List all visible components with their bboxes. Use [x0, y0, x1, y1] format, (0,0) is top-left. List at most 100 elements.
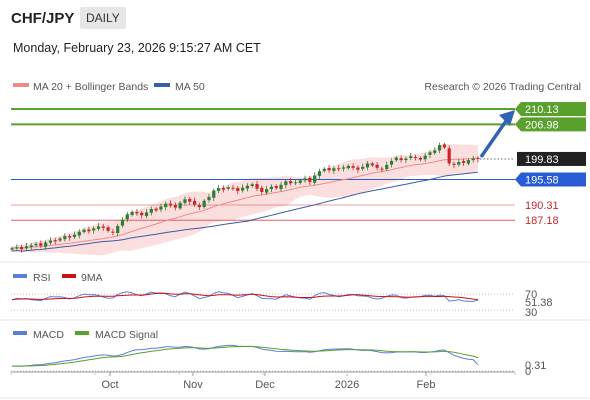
candle-body	[476, 158, 480, 160]
legend-label-rsi-ma: 9MA	[81, 272, 103, 284]
candle-body	[298, 180, 302, 183]
macd-signal-line	[12, 346, 479, 367]
candle-body	[245, 185, 250, 189]
candle-body	[274, 186, 278, 189]
ma50-line	[11, 171, 479, 252]
candle-body	[53, 240, 57, 242]
candle-body	[365, 163, 370, 168]
candle-body	[202, 200, 206, 208]
candle-body	[231, 187, 235, 189]
candle-body	[72, 234, 77, 237]
bollinger-bands	[12, 143, 478, 256]
candle-body	[452, 163, 456, 165]
candle-body	[461, 161, 466, 163]
level-label-support_red: 187.18	[525, 215, 559, 227]
candle-body	[322, 168, 326, 171]
forecast-arrow-head	[499, 110, 515, 127]
candle-body	[442, 144, 446, 148]
level-label-support_blue: 195.58	[525, 175, 559, 187]
symbol-title: CHF/JPY	[11, 10, 75, 27]
candle-body	[260, 187, 264, 193]
candle-body	[313, 175, 317, 183]
candle-body	[168, 203, 173, 206]
candle-body	[77, 231, 81, 236]
candle-body	[308, 177, 312, 182]
rsi-ma-line	[11, 292, 479, 301]
legend-swatch-ma50	[154, 83, 170, 87]
candle-body	[192, 200, 197, 205]
candle-body	[87, 229, 91, 232]
candle-body	[466, 160, 470, 164]
candle-body	[418, 157, 422, 160]
candle-body	[394, 157, 398, 161]
candle-body	[356, 167, 360, 170]
candle-body	[221, 187, 225, 190]
level-tag-resistance	[515, 117, 586, 132]
candle-body	[34, 243, 38, 246]
x-tick-label: Dec	[255, 379, 275, 391]
candle-body	[279, 184, 283, 190]
candle-body	[428, 152, 432, 155]
candle-body	[216, 188, 221, 191]
candle-body	[106, 227, 110, 231]
candle-body	[385, 164, 389, 170]
candle-body	[351, 166, 355, 168]
candle-body	[101, 226, 105, 228]
candle-body	[63, 236, 67, 240]
moving-averages	[11, 157, 479, 252]
candle-body	[10, 248, 14, 250]
bollinger-band-area	[12, 143, 478, 256]
candle-body	[437, 145, 442, 151]
candle-body	[58, 238, 62, 241]
legend-swatch-rsi-ma	[62, 274, 76, 278]
level-label-resistance: 206.98	[525, 119, 559, 131]
candle-body	[423, 155, 427, 160]
candle-body	[188, 199, 192, 202]
candle-body	[149, 208, 153, 213]
candle-body	[226, 187, 230, 189]
candle-body	[404, 158, 408, 161]
macd-lines	[11, 344, 479, 367]
candle-body	[447, 148, 451, 164]
timeframe-badge[interactable]: DAILY	[80, 7, 126, 29]
candle-body	[236, 188, 240, 192]
rsi-tick-70: 70	[525, 289, 537, 301]
candle-body	[346, 165, 350, 169]
legend-swatch-rsi	[13, 274, 27, 278]
candle-body	[255, 183, 259, 189]
candle-body	[332, 168, 336, 171]
forecast-arrow	[479, 110, 515, 158]
candle-body	[457, 162, 461, 165]
candle-body	[265, 189, 269, 193]
macd-tick-0: 0	[525, 366, 531, 378]
macd-line	[11, 344, 479, 367]
x-axis-ticks: Oct Nov Dec 2026 Feb	[10, 372, 516, 391]
candle-body	[125, 214, 129, 220]
chart-header: CHF/JPY DAILY	[0, 0, 590, 36]
candle-body	[361, 166, 365, 169]
candle-body	[183, 199, 187, 203]
forecast-arrow-shaft	[479, 120, 508, 158]
price-level-labels: 210.13 206.98 199.83 195.58 190.31 187.18	[515, 102, 586, 227]
level-label-support_red: 190.31	[525, 200, 559, 212]
candle-body	[240, 187, 245, 191]
candle-body	[120, 220, 125, 226]
x-tick-label: Nov	[183, 379, 203, 391]
candle-body	[111, 231, 115, 233]
candle-body	[293, 182, 298, 184]
candle-body	[303, 178, 307, 181]
candle-body	[29, 245, 33, 247]
rsi-tick-30: 30	[525, 307, 537, 319]
candle-body	[173, 205, 177, 208]
candle-body	[44, 242, 48, 247]
x-tick-label: 2026	[335, 379, 359, 391]
candle-body	[413, 157, 418, 159]
candle-body	[144, 212, 149, 217]
candle-body	[471, 158, 475, 161]
candle-body	[178, 202, 182, 209]
chart-datetime: Monday, February 23, 2026 9:15:27 AM CET	[13, 41, 261, 55]
candle-body	[250, 184, 254, 187]
candle-body	[140, 212, 144, 216]
candle-body	[409, 156, 413, 159]
candle-body	[284, 181, 288, 186]
